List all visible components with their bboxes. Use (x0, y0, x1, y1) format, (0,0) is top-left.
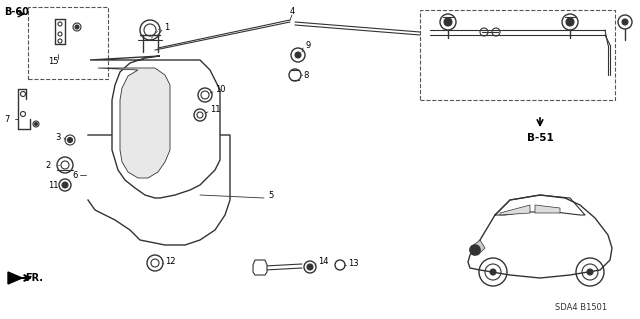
Text: 8: 8 (303, 70, 308, 79)
Text: 10: 10 (215, 85, 225, 94)
Polygon shape (88, 135, 230, 245)
Circle shape (35, 122, 38, 125)
Text: B-60: B-60 (4, 7, 29, 17)
Circle shape (490, 269, 496, 275)
Text: 5: 5 (268, 190, 273, 199)
Text: 14: 14 (318, 257, 328, 266)
Circle shape (622, 19, 628, 25)
Text: 4: 4 (290, 8, 295, 17)
Polygon shape (130, 102, 160, 135)
FancyBboxPatch shape (420, 10, 615, 100)
Polygon shape (90, 56, 220, 198)
Text: 6: 6 (72, 170, 77, 180)
Text: 12: 12 (165, 257, 175, 266)
FancyBboxPatch shape (28, 7, 108, 79)
Text: 11: 11 (48, 181, 58, 189)
Text: SDA4 B1501: SDA4 B1501 (555, 303, 607, 313)
Polygon shape (535, 205, 560, 213)
Circle shape (307, 264, 313, 270)
Polygon shape (253, 260, 267, 275)
Polygon shape (468, 195, 612, 278)
Text: 7: 7 (4, 115, 10, 123)
Polygon shape (470, 240, 485, 255)
Circle shape (470, 245, 480, 255)
Polygon shape (500, 205, 530, 215)
Text: 2: 2 (45, 160, 51, 169)
Circle shape (295, 52, 301, 58)
Polygon shape (8, 272, 22, 284)
Text: B-51: B-51 (527, 133, 554, 143)
Circle shape (75, 25, 79, 29)
Text: 15: 15 (48, 56, 58, 65)
Text: 1: 1 (164, 24, 169, 33)
Circle shape (444, 18, 452, 26)
Text: 9: 9 (305, 41, 310, 49)
Polygon shape (98, 68, 170, 178)
Circle shape (587, 269, 593, 275)
Circle shape (566, 18, 574, 26)
Circle shape (67, 137, 72, 143)
Circle shape (62, 182, 68, 188)
Text: 3: 3 (55, 133, 60, 143)
Text: 11: 11 (210, 106, 221, 115)
Text: FR.: FR. (25, 273, 43, 283)
Text: 13: 13 (348, 258, 358, 268)
